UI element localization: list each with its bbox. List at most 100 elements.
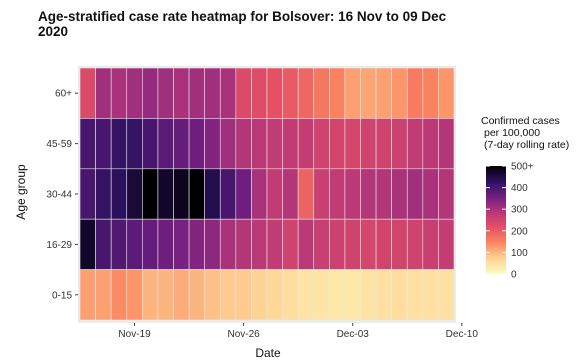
heatmap-cell [110,218,128,270]
heatmap-cell [110,269,128,321]
heatmap-cell [422,218,439,270]
heatmap-cell [438,168,455,220]
heatmap-cell [422,168,439,220]
legend-ticks: 0 100 200 300 400 500+ [486,162,534,281]
heatmap-cell [329,218,346,270]
chart-title-line-1: Age-stratified case rate heatmap for Bol… [38,9,447,24]
heatmap-cell [219,67,237,119]
y-tick-label: 0-15 [52,290,72,301]
heatmap-cell [360,168,377,220]
legend-tick-label: 200 [511,226,528,237]
heatmap-cell [282,118,299,170]
heatmap-cell [344,67,361,119]
heatmap-cell [360,269,377,321]
heatmap-cell [297,218,315,270]
heatmap-cell [251,168,268,220]
heatmap-cell [313,118,330,170]
legend-tick-label: 100 [511,248,528,259]
heatmap-cell [282,67,299,119]
heatmap-cell [282,269,299,321]
heatmap-cell [313,67,330,119]
y-tick-label: 60+ [55,89,72,100]
heatmap-cell [142,269,159,321]
heatmap-cell [79,67,96,119]
heatmap-cell [173,168,190,220]
heatmap-cell [157,168,174,220]
heatmap-cell [204,269,221,321]
heatmap-cell [235,67,252,119]
heatmap-cell [126,118,143,170]
heatmap-cell [266,67,283,119]
heatmap-cell [204,67,221,119]
heatmap-cell [282,218,299,270]
legend-title-line-3: (7-day rolling rate) [484,139,569,151]
legend-tick-label: 0 [511,270,517,281]
heatmap-cell [173,67,190,119]
heatmap-cell [406,67,424,119]
heatmap-cell [157,67,174,119]
x-tick-label: Nov-19 [118,329,151,340]
heatmap-cell [438,218,455,270]
heatmap-cell [438,269,455,321]
heatmap-cell [344,168,361,220]
heatmap-cell [375,218,392,270]
legend-tick-label: 500+ [511,162,534,173]
heatmap-cell [329,118,346,170]
heatmap-cell [142,218,159,270]
heatmap-cell [406,118,424,170]
heatmap-cell [313,168,330,220]
heatmap-cell [266,118,283,170]
heatmap-cell [329,269,346,321]
heatmap-cell [95,67,112,119]
heatmap-cell [391,67,408,119]
heatmap-cell [204,118,221,170]
legend-title-line-2: per 100,000 [484,127,540,139]
heatmap-cell [157,218,174,270]
heatmap-cell [406,218,424,270]
heatmap-cell [173,269,190,321]
heatmap-cell [204,168,221,220]
heatmap-cell [142,118,159,170]
heatmap-cell [126,168,143,220]
heatmap-cell [391,118,408,170]
heatmap-cell [282,168,299,220]
heatmap-cell [422,118,439,170]
heatmap-cell [297,168,315,220]
heatmap-cell [142,168,159,220]
heatmap-cell [173,218,190,270]
heatmap-cell [313,269,330,321]
heatmap-cell [235,118,252,170]
heatmap-cell [219,168,237,220]
heatmap-cell [188,67,205,119]
heatmap-cell [79,218,96,270]
heatmap-cell [188,118,205,170]
heatmap-cell [251,118,268,170]
y-tick-label: 30-44 [46,190,72,201]
heatmap-cell [360,67,377,119]
heatmap-cell [297,67,315,119]
heatmap-cell [95,269,112,321]
heatmap-cells [79,67,455,321]
heatmap-cell [188,269,205,321]
heatmap-cell [79,118,96,170]
heatmap-cell [344,118,361,170]
heatmap-cell [297,118,315,170]
heatmap-cell [204,218,221,270]
heatmap-cell [375,118,392,170]
heatmap-cell [313,218,330,270]
x-tick-label: Nov-26 [228,329,261,340]
chart-title-line-2: 2020 [38,24,68,39]
heatmap-cell [251,269,268,321]
heatmap-cell [79,168,96,220]
heatmap-cell [157,118,174,170]
heatmap-cell [95,168,112,220]
heatmap-cell [219,118,237,170]
y-tick-label: 16-29 [46,240,72,251]
heatmap-cell [126,269,143,321]
heatmap-cell [95,118,112,170]
heatmap-cell [188,218,205,270]
legend-tick-label: 400 [511,183,528,194]
heatmap-cell [79,269,96,321]
heatmap-cell [329,168,346,220]
heatmap-cell [297,269,315,321]
